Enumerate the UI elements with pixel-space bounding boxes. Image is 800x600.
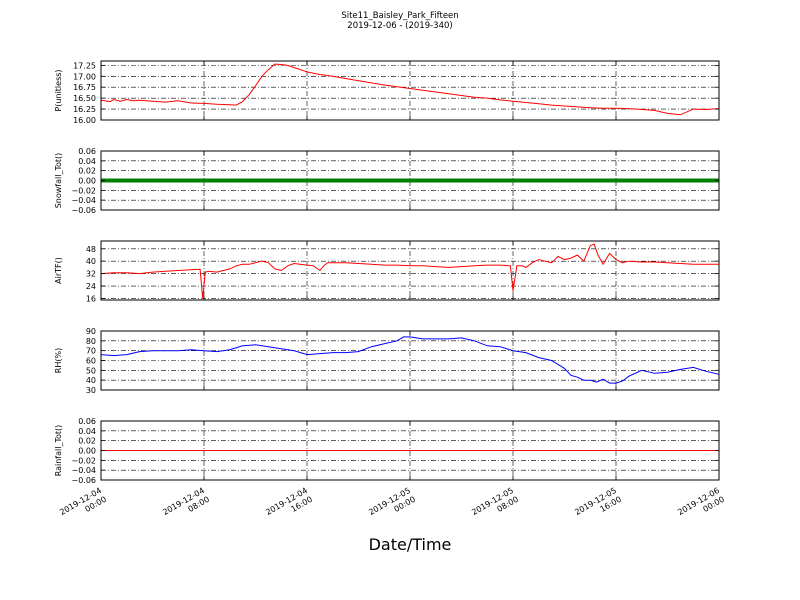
- x-tick-label: 2019-12-0508:00: [470, 486, 520, 526]
- series-line: [100, 336, 720, 384]
- y-tick-label: 0.02: [78, 437, 96, 446]
- y-tick-label: 16.75: [73, 83, 96, 92]
- x-tick-label: 2019-12-0416:00: [264, 486, 314, 526]
- y-tick-label: 0.06: [78, 417, 96, 426]
- y-tick-label: 48: [86, 245, 96, 254]
- panel-3: 16 24 32 40 48 AirTF(): [54, 240, 720, 303]
- series-line: [100, 63, 720, 116]
- panel-5: −0.06−0.04−0.020.000.020.040.06 Rainfall_…: [54, 417, 720, 485]
- y-axis-label: P(unitless): [54, 69, 63, 111]
- x-tick-label: 2019-12-0500:00: [367, 486, 417, 526]
- y-tick-label: 70: [86, 347, 96, 356]
- y-tick-label: 17.00: [73, 72, 96, 81]
- y-tick-label: 16.50: [73, 94, 96, 103]
- series-line: [100, 243, 719, 299]
- panel-1: 16.00 16.25 16.50 16.75 17.00 17.25 P(unitless…: [54, 60, 720, 125]
- y-axis-label: AirTF(): [54, 257, 63, 284]
- y-tick-label: 24: [86, 282, 96, 291]
- x-tick-label: 2019-12-0516:00: [573, 486, 623, 526]
- y-axis-label: Snowfall_Tot(): [54, 153, 63, 209]
- y-tick-label: 40: [86, 257, 96, 266]
- y-tick-label: 0.04: [78, 427, 96, 436]
- y-tick-label: 0.00: [78, 447, 96, 456]
- y-tick-label: 0.02: [78, 167, 96, 176]
- y-tick-label: −0.06: [71, 476, 96, 485]
- y-tick-label: 17.25: [73, 61, 96, 70]
- y-tick-label: 16.25: [73, 105, 96, 114]
- panel-2: −0.06−0.04−0.020.000.020.040.06 Snowfall_…: [54, 147, 720, 215]
- y-tick-label: −0.02: [71, 186, 96, 195]
- y-axis-label: RH(%): [54, 348, 63, 373]
- y-tick-label: 60: [86, 357, 96, 366]
- x-tick-label: 2019-12-0408:00: [161, 486, 211, 526]
- y-tick-label: 0.06: [78, 147, 96, 156]
- y-tick-label: 16.00: [73, 116, 96, 125]
- y-tick-label: −0.04: [71, 466, 96, 475]
- y-tick-label: 90: [86, 327, 96, 336]
- x-tick-label: 2019-12-0600:00: [676, 486, 726, 526]
- y-tick-label: 30: [86, 386, 96, 395]
- y-tick-label: 80: [86, 337, 96, 346]
- y-tick-label: 32: [86, 270, 96, 279]
- y-tick-label: −0.06: [71, 206, 96, 215]
- y-axis-label: Rainfall_Tot(): [54, 425, 63, 477]
- y-tick-label: 40: [86, 376, 96, 385]
- x-tick-label: 2019-12-0400:00: [58, 486, 108, 526]
- x-axis-label: Date/Time: [368, 535, 452, 554]
- chart-subtitle: 2019-12-06 - (2019-340): [347, 21, 453, 31]
- y-tick-label: −0.04: [71, 196, 96, 205]
- y-tick-label: 0.00: [78, 177, 96, 186]
- y-tick-label: 50: [86, 366, 96, 375]
- y-tick-label: 16: [86, 294, 96, 303]
- chart-title: Site11_Baisley_Park_Fifteen: [341, 11, 459, 21]
- y-tick-label: −0.02: [71, 456, 96, 465]
- y-tick-label: 0.04: [78, 157, 96, 166]
